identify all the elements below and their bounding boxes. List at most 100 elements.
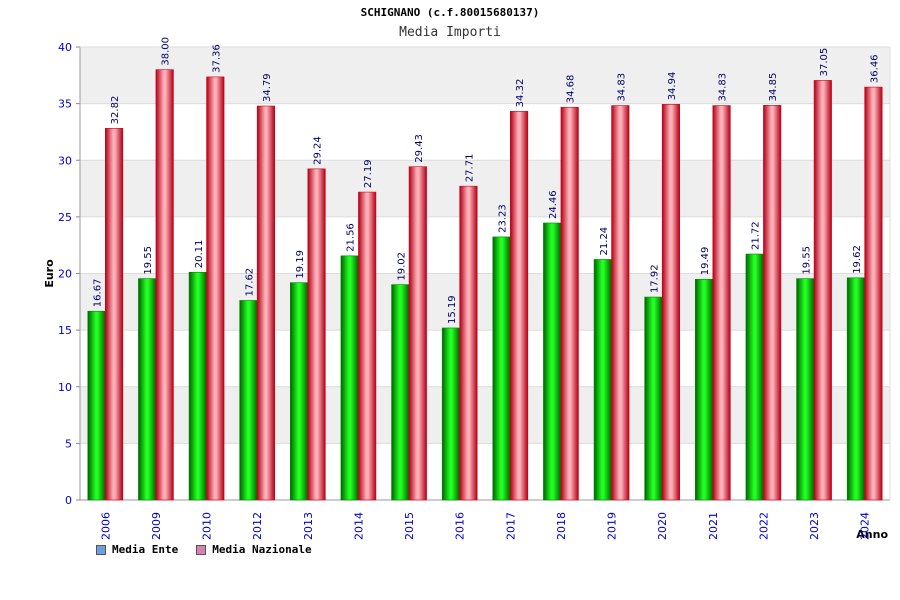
data-label: 34.85 (768, 73, 779, 102)
y-tick-label: 30 (58, 154, 72, 167)
x-tick-label: 2024 (859, 512, 872, 540)
data-label: 19.02 (396, 252, 407, 281)
x-tick-label: 2022 (757, 512, 770, 540)
bar-media-nazionale (155, 69, 174, 501)
bar-media-ente (593, 259, 612, 501)
bar-media-nazionale (560, 106, 579, 501)
bar-media-ente (391, 284, 410, 501)
bar-media-nazionale (459, 185, 478, 501)
bar-media-nazionale (358, 191, 377, 501)
legend-item-media-nazionale: Media Nazionale (196, 543, 312, 556)
data-label: 34.32 (515, 79, 526, 108)
bar-media-nazionale (813, 80, 832, 501)
bar-media-ente (543, 222, 562, 501)
data-label: 16.67 (93, 279, 104, 308)
bar-media-nazionale (408, 166, 427, 501)
data-label: 21.72 (751, 221, 762, 250)
data-label: 29.43 (414, 134, 425, 163)
x-tick-label: 2016 (454, 512, 467, 540)
bar-media-nazionale (763, 105, 782, 501)
data-label: 36.46 (869, 54, 880, 83)
data-label: 21.56 (346, 223, 357, 252)
data-label: 29.24 (313, 136, 324, 165)
x-tick-label: 2018 (555, 512, 568, 540)
y-tick-label: 10 (58, 381, 72, 394)
chart-legend: Media Ente Media Nazionale (96, 543, 312, 556)
bar-media-ente (138, 278, 157, 501)
data-label: 27.19 (363, 159, 374, 188)
bar-media-nazionale (712, 105, 731, 501)
x-tick-label: 2017 (504, 512, 517, 540)
bar-media-nazionale (105, 128, 124, 501)
x-tick-label: 2010 (201, 512, 214, 540)
x-tick-label: 2013 (302, 512, 315, 540)
bar-media-nazionale (307, 168, 326, 501)
y-tick-label: 35 (58, 98, 72, 111)
x-tick-label: 2020 (656, 512, 669, 540)
bar-media-ente (492, 236, 511, 501)
data-label: 23.23 (498, 204, 509, 233)
legend-swatch-media-nazionale (196, 544, 207, 555)
bar-media-ente (644, 296, 663, 501)
bar-media-ente (87, 310, 106, 501)
data-label: 37.05 (819, 48, 830, 77)
bar-media-nazionale (611, 105, 630, 501)
data-label: 34.79 (262, 73, 273, 102)
x-tick-label: 2019 (606, 512, 619, 540)
data-label: 21.24 (599, 227, 610, 256)
x-tick-label: 2009 (150, 512, 163, 540)
bar-media-ente (188, 271, 207, 501)
data-label: 34.83 (718, 73, 729, 102)
bar-media-ente (796, 278, 815, 501)
data-label: 34.83 (616, 73, 627, 102)
data-label: 19.55 (143, 246, 154, 275)
bar-media-ente (846, 277, 865, 501)
x-tick-label: 2012 (251, 512, 264, 540)
y-tick-label: 20 (58, 268, 72, 281)
y-tick-label: 15 (58, 324, 72, 337)
chart-title: SCHIGNANO (c.f.80015680137) (360, 6, 540, 19)
bar-media-ente (239, 300, 258, 501)
data-label: 17.62 (244, 268, 255, 297)
data-label: 34.94 (667, 72, 678, 101)
data-label: 37.36 (211, 44, 222, 73)
data-label: 20.11 (194, 240, 205, 269)
legend-item-media-ente: Media Ente (96, 543, 178, 556)
legend-label-media-nazionale: Media Nazionale (212, 543, 312, 556)
bar-media-ente (745, 253, 764, 501)
bar-media-nazionale (661, 104, 680, 501)
bar-media-ente (340, 255, 359, 501)
data-label: 15.19 (447, 295, 458, 324)
data-label: 19.62 (852, 245, 863, 274)
bar-media-ente (290, 282, 309, 501)
y-tick-label: 25 (58, 211, 72, 224)
data-label: 27.71 (464, 154, 475, 183)
y-tick-label: 40 (58, 41, 72, 54)
data-label: 32.82 (110, 96, 121, 125)
data-label: 19.49 (700, 247, 711, 276)
legend-swatch-media-ente (96, 544, 106, 555)
x-tick-label: 2023 (808, 512, 821, 540)
x-axis-label: Anno (856, 528, 888, 541)
data-label: 17.92 (649, 264, 660, 293)
bar-media-nazionale (206, 76, 225, 501)
bar-media-ente (695, 278, 714, 501)
x-tick-label: 2006 (99, 512, 112, 540)
data-label: 19.19 (295, 250, 306, 279)
bar-media-nazionale (510, 111, 529, 501)
data-label: 38.00 (161, 37, 172, 66)
bar-media-nazionale (256, 105, 275, 501)
bar-media-ente (441, 327, 460, 501)
x-tick-label: 2015 (403, 512, 416, 540)
y-tick-label: 0 (65, 494, 72, 507)
y-tick-label: 5 (65, 437, 72, 450)
data-label: 19.55 (801, 246, 812, 275)
y-axis-label: Euro (43, 259, 56, 288)
data-label: 24.46 (548, 190, 559, 219)
chart-subtitle: Media Importi (399, 25, 501, 40)
x-tick-label: 2014 (352, 512, 365, 540)
data-label: 34.68 (566, 75, 577, 104)
x-tick-label: 2021 (707, 512, 720, 540)
